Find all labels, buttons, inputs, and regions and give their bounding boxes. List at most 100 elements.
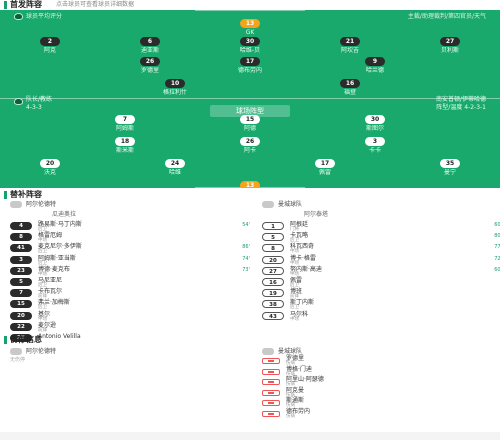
sub-name: 麦尔逊	[38, 321, 57, 329]
injury-name: 阿克曼	[286, 386, 305, 394]
sub-player-row[interactable]: 22 麦尔逊 前锋	[10, 322, 250, 333]
player-a[interactable]: 20 沃克	[15, 150, 85, 176]
home-coach-row: 瓜迪奥拉	[10, 209, 250, 221]
player-name: 哈维	[168, 169, 181, 176]
player-a[interactable]: 3 卡卡	[340, 128, 410, 154]
injury-reason: 伤病	[286, 361, 295, 366]
away-injury-list: 罗德里 伤病 博格·门迪 伤病 阿里山·阿瑟德 伤病 阿克曼 伤病 斯通斯 伤病 德布劳内 伤病	[262, 356, 500, 419]
player-a[interactable]: 24 哈维	[140, 150, 210, 176]
player-a[interactable]: 26 阿卡	[215, 128, 285, 154]
player-a[interactable]: 17 佩雷	[290, 150, 360, 176]
player-h[interactable]: 21 阿坎吉	[315, 28, 385, 54]
player-number: 24	[165, 159, 185, 168]
player-a[interactable]: 30 斯图尔	[340, 106, 410, 132]
player-h[interactable]: 9 哈兰德	[340, 48, 410, 74]
player-number: 13	[240, 181, 260, 188]
sub-time: 77'	[494, 244, 500, 251]
away-injury-team: 曼城球队	[262, 347, 500, 356]
sub-name: 博德·麦克布	[38, 265, 70, 273]
player-number: 13	[240, 19, 260, 28]
injury-row[interactable]: 德布劳内 伤病	[262, 407, 500, 420]
away-subs-team: 曼城球队	[262, 200, 500, 209]
pitch: 球员平均评分 主裁/助理裁判/第四官员/天气 13 GK 2 阿克 6 迪亚斯 30 哈维-贝…	[0, 10, 500, 188]
player-h[interactable]: 27 贝利斯	[415, 28, 485, 54]
sub-player-row[interactable]: 41 麦克尼尔·多伊斯 后卫 86'	[10, 243, 250, 254]
injury-icon	[262, 358, 280, 364]
player-number: 26	[240, 137, 260, 146]
sub-player-row[interactable]: 20 基尔 中场	[10, 311, 250, 322]
sub-position: 后卫	[290, 282, 299, 288]
sub-player-row[interactable]: 19 博班 前锋	[262, 288, 500, 299]
away-coach-row: 阿尔泰塔	[262, 209, 500, 221]
player-number: 6	[140, 37, 160, 46]
sub-player-row[interactable]: 7 卡布瓦尔 前锋	[10, 288, 250, 299]
sub-player-row[interactable]: 5 马尼亚尼 后卫	[10, 277, 250, 288]
injury-row[interactable]: 斯通斯 伤病	[262, 398, 500, 409]
sub-name: 阿姆斯·亚当斯	[38, 254, 76, 262]
injury-name: 罗德里	[286, 355, 305, 362]
player-number: 35	[440, 159, 460, 168]
player-number: 10	[165, 79, 185, 88]
sub-player-row[interactable]: 43 马尔科 中场	[262, 311, 500, 322]
player-h[interactable]: 16 福登	[315, 70, 385, 96]
sub-number: 20	[262, 255, 284, 264]
home-subs-team: 阿尔伦德特	[10, 200, 250, 209]
player-name: 哈兰德	[365, 67, 384, 74]
player-a[interactable]: 15 阿德	[215, 106, 285, 132]
sub-player-row[interactable]: 16 佩雷 后卫	[262, 277, 500, 288]
player-h[interactable]: 10 格拉利什	[140, 70, 210, 96]
player-name: 贝利斯	[440, 47, 459, 54]
sub-player-row[interactable]: 15 弗兰·加梅斯 后卫	[10, 299, 250, 310]
injury-row[interactable]: 阿里山·阿瑟德 伤病	[262, 377, 500, 388]
player-h[interactable]: 30 哈维-贝	[215, 28, 285, 54]
player-a[interactable]: 18 斯米斯	[90, 128, 160, 154]
sub-time: 86'	[242, 244, 250, 251]
player-a[interactable]: 35 曼宁	[415, 150, 485, 176]
sub-number: 22	[10, 322, 32, 331]
injury-reason: 伤病	[286, 371, 295, 377]
injury-name: 斯通斯	[286, 397, 305, 404]
player-h[interactable]: 26 罗德里	[115, 48, 185, 74]
home-injury-team: 阿尔伦德特	[10, 347, 250, 356]
injury-row[interactable]: 博格·门迪 伤病	[262, 366, 500, 378]
player-h[interactable]: 6 迪亚斯	[115, 28, 185, 54]
away-injury-avatar-icon	[262, 348, 274, 355]
sub-time: 60'	[494, 266, 500, 273]
player-h[interactable]: 2 阿克	[15, 28, 85, 54]
sub-position: 中场	[38, 316, 47, 322]
sub-position: 后卫	[38, 249, 47, 255]
player-number: 17	[240, 57, 260, 66]
player-number: 27	[440, 37, 460, 46]
sub-time: 80'	[494, 233, 500, 240]
injury-row[interactable]: 罗德里 伤病	[262, 356, 500, 367]
lineup-header: 首发阵容 点击球员可查看球员详细数据	[0, 0, 500, 10]
subs-title: 替补阵容	[10, 190, 42, 199]
home-coach-name: 瓜迪奥拉	[52, 211, 77, 218]
sub-player-row[interactable]: 3 阿姆斯·亚当斯 后卫 74'	[10, 255, 250, 266]
injury-name: 德布劳内	[286, 407, 311, 415]
player-name: 罗德里	[140, 67, 159, 74]
player-h[interactable]: 13 GK	[215, 10, 285, 36]
player-a[interactable]: 7 阿姆斯	[90, 106, 160, 132]
away-team-label: 主裁/助理裁判/第四官员/天气	[407, 13, 486, 20]
away-info-2: 阵型/温度 4-2-3-1	[436, 104, 486, 111]
home-injury-team-name: 阿尔伦德特	[26, 348, 57, 355]
sub-player-row[interactable]: 8 格雷厄姆 中场	[10, 232, 250, 243]
sub-position: 中场	[290, 260, 299, 266]
sub-player-row[interactable]: 38 斯丁内斯 后卫	[262, 299, 500, 310]
section-accent	[4, 336, 7, 344]
sub-player-row[interactable]: 28 Antonio Velilla	[10, 333, 250, 344]
section-accent	[4, 1, 7, 9]
sub-player-row[interactable]: 4 路易斯·马丁内斯 后卫 54'	[10, 221, 250, 232]
injury-row[interactable]: 阿克曼 伤病	[262, 386, 500, 399]
sub-player-row[interactable]: 23 博德·麦克布 中场 73'	[10, 266, 250, 277]
player-h[interactable]: 17 德布劳内	[215, 48, 285, 74]
sub-number: 16	[262, 277, 284, 286]
